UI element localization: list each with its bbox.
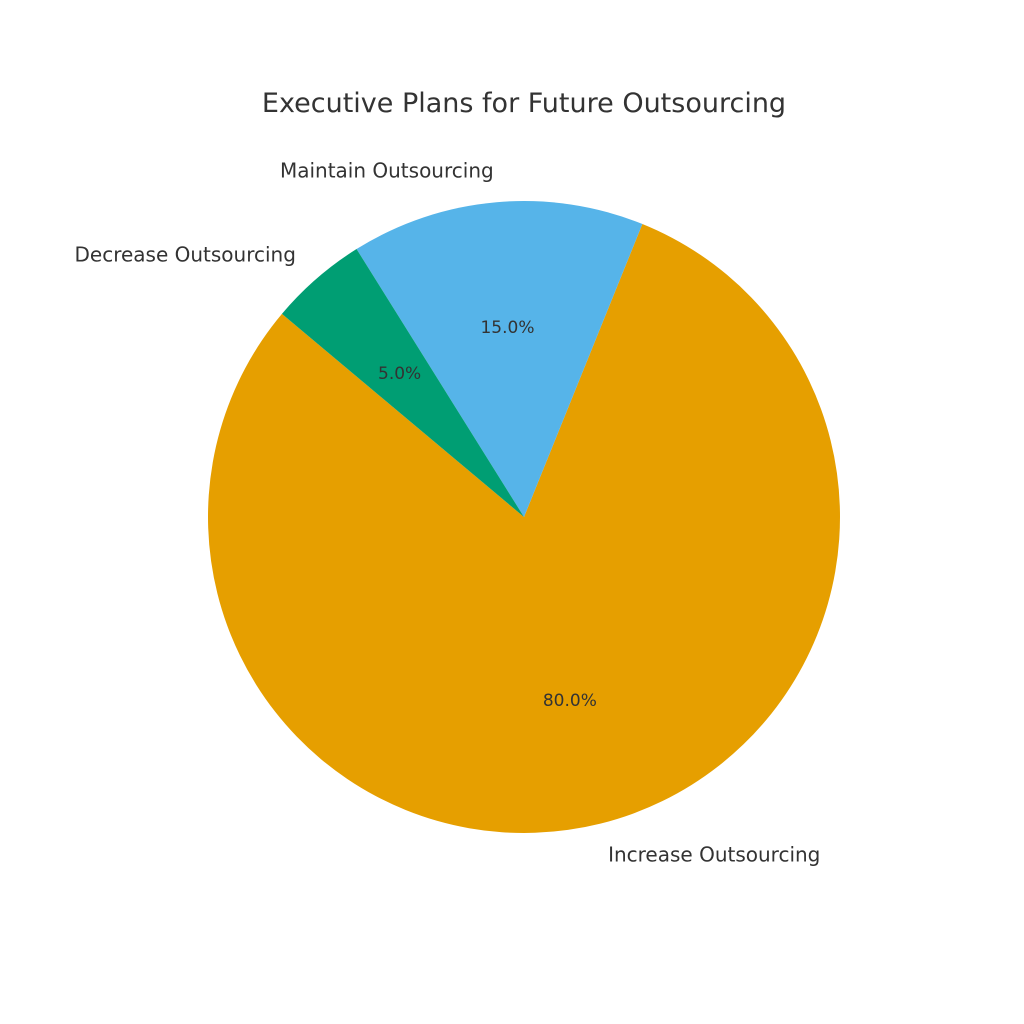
- slice-label-decrease-outsourcing: Decrease Outsourcing: [75, 243, 296, 267]
- pct-label-decrease-outsourcing: 5.0%: [378, 364, 421, 384]
- chart-title: Executive Plans for Future Outsourcing: [262, 88, 786, 119]
- slice-label-maintain-outsourcing: Maintain Outsourcing: [280, 159, 494, 183]
- pie-slice-increase-outsourcing: [208, 224, 841, 833]
- pie-slice-decrease-outsourcing: [281, 249, 524, 517]
- pie-slice-maintain-outsourcing: [356, 201, 643, 518]
- pct-label-increase-outsourcing: 80.0%: [543, 691, 597, 711]
- pct-label-maintain-outsourcing: 15.0%: [480, 318, 534, 338]
- pie-slices: [208, 201, 841, 833]
- pie-labels: Increase Outsourcing 80.0% Maintain Outsou…: [75, 159, 821, 867]
- slice-label-increase-outsourcing: Increase Outsourcing: [608, 842, 820, 866]
